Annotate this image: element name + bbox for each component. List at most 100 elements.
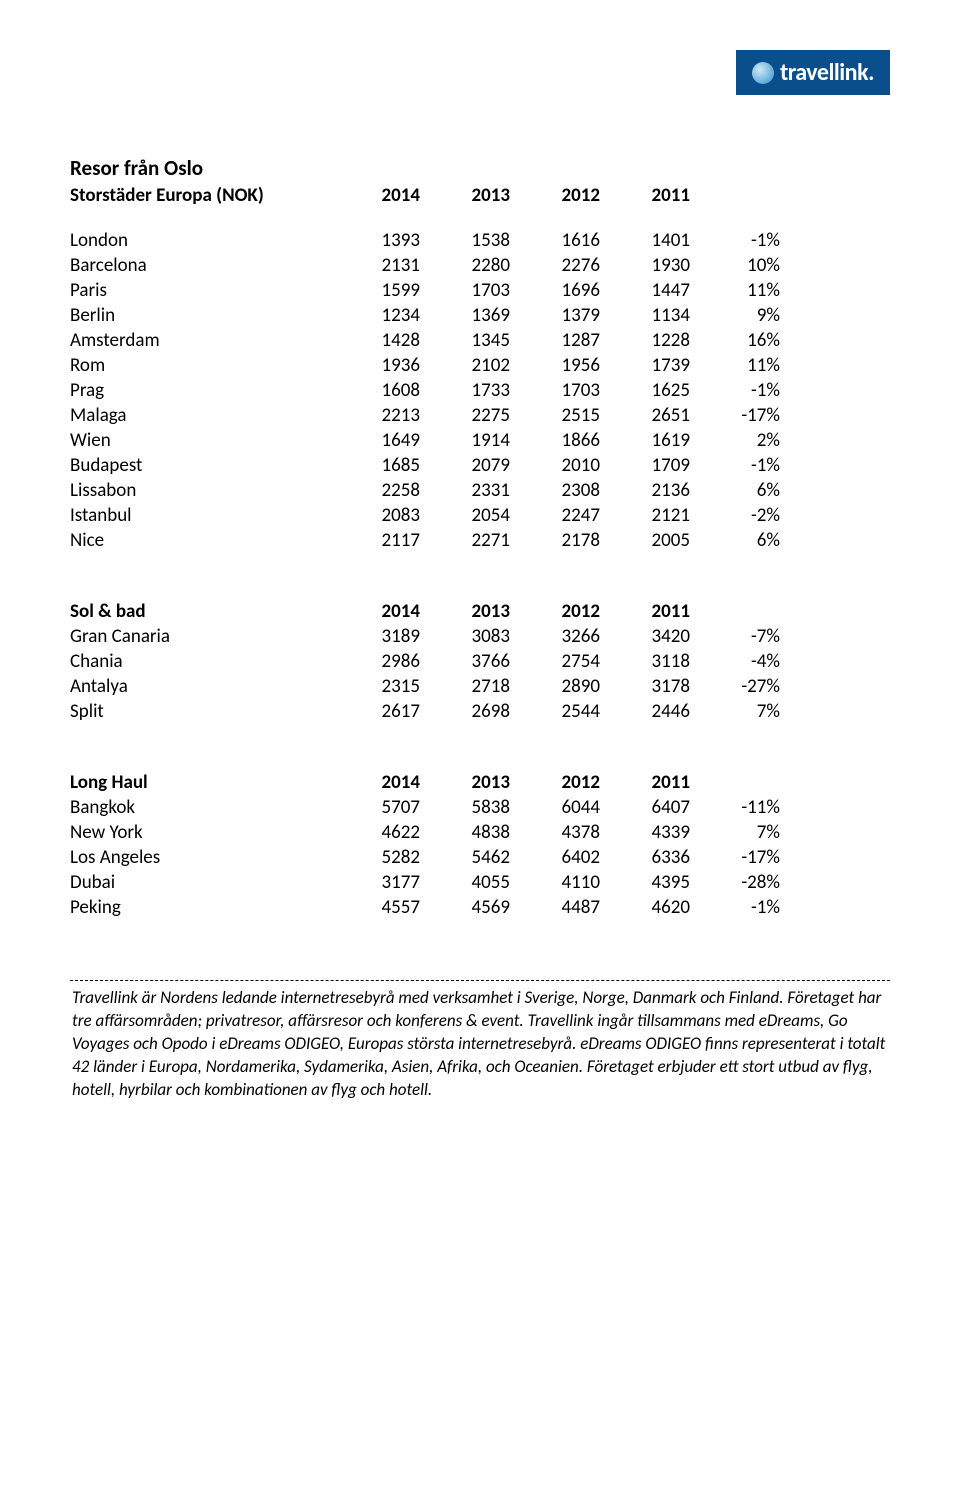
row-pct: 7% <box>690 699 780 724</box>
row-value: 2890 <box>510 674 600 699</box>
row-value: 1914 <box>420 428 510 453</box>
row-value: 1447 <box>600 278 690 303</box>
row-value: 2271 <box>420 528 510 553</box>
row-value: 3766 <box>420 649 510 674</box>
row-value: 4110 <box>510 870 600 895</box>
row-value: 2544 <box>510 699 600 724</box>
row-value: 1599 <box>330 278 420 303</box>
table-row: Rom193621021956173911% <box>70 353 780 378</box>
row-pct: 11% <box>690 278 780 303</box>
row-value: 1234 <box>330 303 420 328</box>
table-header-label: Storstäder Europa (NOK) <box>70 183 330 208</box>
row-label: Antalya <box>70 674 330 699</box>
row-value: 1930 <box>600 253 690 278</box>
row-pct: -1% <box>690 378 780 403</box>
row-pct: 9% <box>690 303 780 328</box>
table-header-label: Long Haul <box>70 770 330 795</box>
row-value: 1379 <box>510 303 600 328</box>
row-label: Bangkok <box>70 795 330 820</box>
row-value: 2515 <box>510 403 600 428</box>
row-value: 4620 <box>600 895 690 920</box>
row-value: 2651 <box>600 403 690 428</box>
row-value: 3178 <box>600 674 690 699</box>
table-header-year: 2014 <box>330 599 420 624</box>
row-value: 2986 <box>330 649 420 674</box>
row-value: 3420 <box>600 624 690 649</box>
row-value: 1696 <box>510 278 600 303</box>
tables-container: Storstäder Europa (NOK)2014201320122011L… <box>70 183 890 920</box>
table-header-year: 2014 <box>330 183 420 208</box>
data-table: Long Haul2014201320122011Bangkok57075838… <box>70 770 780 920</box>
row-label: Istanbul <box>70 503 330 528</box>
table-header-year: 2013 <box>420 770 510 795</box>
table-row: Antalya2315271828903178-27% <box>70 674 780 699</box>
row-value: 4339 <box>600 820 690 845</box>
row-value: 2258 <box>330 478 420 503</box>
row-value: 2121 <box>600 503 690 528</box>
row-value: 2054 <box>420 503 510 528</box>
row-value: 1608 <box>330 378 420 403</box>
logo-bar: travellink. <box>70 50 890 95</box>
row-value: 2617 <box>330 699 420 724</box>
row-value: 4055 <box>420 870 510 895</box>
table-header-year: 2014 <box>330 770 420 795</box>
table-header-row: Long Haul2014201320122011 <box>70 770 780 795</box>
row-value: 4622 <box>330 820 420 845</box>
row-label: Nice <box>70 528 330 553</box>
row-value: 1393 <box>330 228 420 253</box>
table-row: Chania2986376627543118-4% <box>70 649 780 674</box>
row-pct: 10% <box>690 253 780 278</box>
table-header-row: Sol & bad2014201320122011 <box>70 599 780 624</box>
table-header-year: 2012 <box>510 599 600 624</box>
table-row: Bangkok5707583860446407-11% <box>70 795 780 820</box>
row-label: New York <box>70 820 330 845</box>
table-row: Amsterdam142813451287122816% <box>70 328 780 353</box>
table-header-row: Storstäder Europa (NOK)2014201320122011 <box>70 183 780 208</box>
table-header-year: 2013 <box>420 599 510 624</box>
row-pct: -28% <box>690 870 780 895</box>
row-pct: 11% <box>690 353 780 378</box>
row-value: 2754 <box>510 649 600 674</box>
row-value: 1649 <box>330 428 420 453</box>
row-label: Dubai <box>70 870 330 895</box>
table-header-year: 2011 <box>600 183 690 208</box>
footer-text: Travellink är Nordens ledande internetre… <box>70 987 890 1102</box>
row-value: 2718 <box>420 674 510 699</box>
row-value: 2275 <box>420 403 510 428</box>
row-pct: -1% <box>690 895 780 920</box>
row-value: 1401 <box>600 228 690 253</box>
table-row: Wien16491914186616192% <box>70 428 780 453</box>
row-pct: -2% <box>690 503 780 528</box>
row-value: 2308 <box>510 478 600 503</box>
table-header-pct <box>690 770 780 795</box>
row-value: 4838 <box>420 820 510 845</box>
table-row: Paris159917031696144711% <box>70 278 780 303</box>
row-value: 2079 <box>420 453 510 478</box>
row-value: 2247 <box>510 503 600 528</box>
row-value: 2446 <box>600 699 690 724</box>
table-header-year: 2012 <box>510 770 600 795</box>
table-row: Barcelona213122802276193010% <box>70 253 780 278</box>
row-value: 1428 <box>330 328 420 353</box>
row-value: 1703 <box>420 278 510 303</box>
row-pct: -4% <box>690 649 780 674</box>
row-value: 2331 <box>420 478 510 503</box>
table-row: Lissabon22582331230821366% <box>70 478 780 503</box>
row-value: 1733 <box>420 378 510 403</box>
row-label: Chania <box>70 649 330 674</box>
row-value: 5838 <box>420 795 510 820</box>
data-table: Sol & bad2014201320122011Gran Canaria318… <box>70 599 780 724</box>
row-pct: 6% <box>690 478 780 503</box>
table-header-pct <box>690 599 780 624</box>
row-pct: -17% <box>690 845 780 870</box>
row-value: 4569 <box>420 895 510 920</box>
row-label: Berlin <box>70 303 330 328</box>
row-value: 2315 <box>330 674 420 699</box>
table-row: Peking4557456944874620-1% <box>70 895 780 920</box>
row-value: 1345 <box>420 328 510 353</box>
row-label: Peking <box>70 895 330 920</box>
row-value: 1134 <box>600 303 690 328</box>
table-header-label: Sol & bad <box>70 599 330 624</box>
row-value: 2102 <box>420 353 510 378</box>
row-value: 3118 <box>600 649 690 674</box>
